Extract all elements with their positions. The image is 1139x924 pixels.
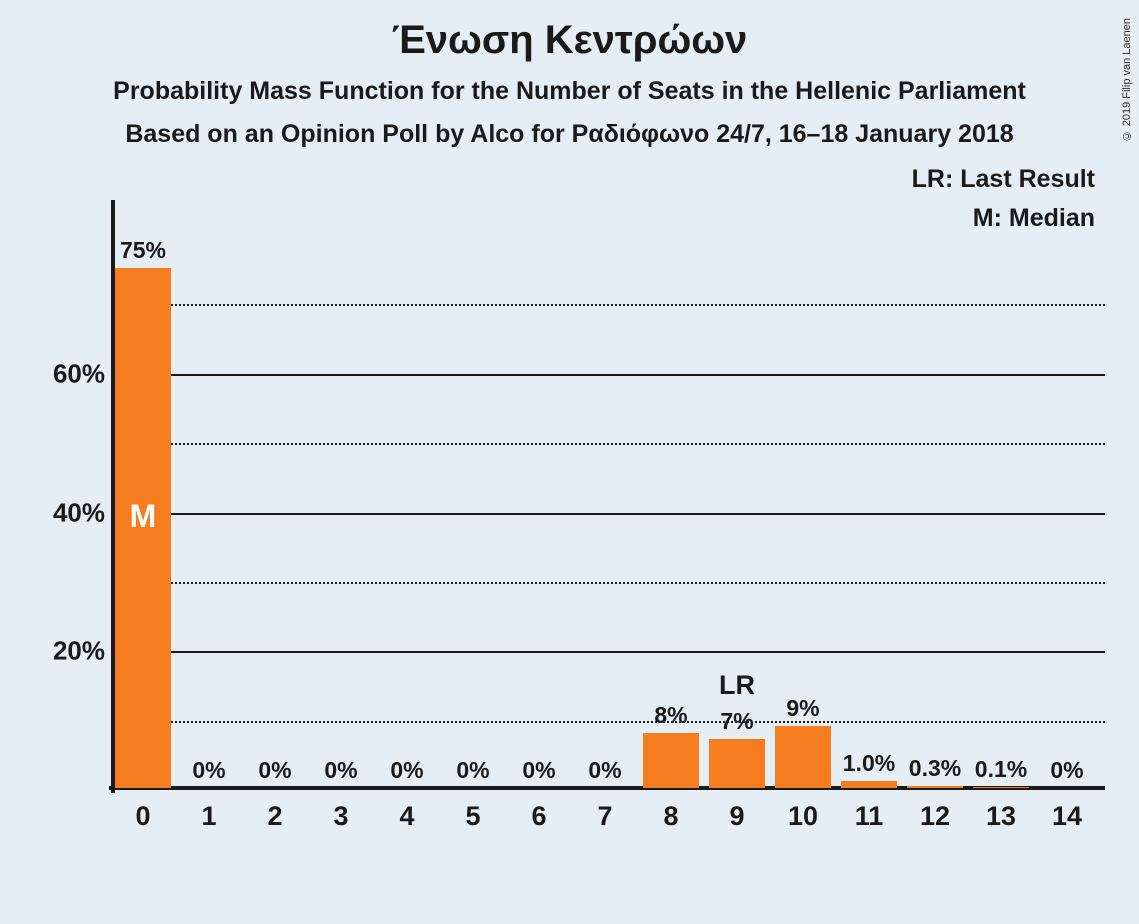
- bar-value-label: 7%: [702, 708, 772, 735]
- bar-value-label: 0%: [504, 757, 574, 784]
- x-tick-label: 4: [377, 801, 437, 832]
- bar-value-label: 0%: [1032, 757, 1102, 784]
- chart-subtitle-1: Probability Mass Function for the Number…: [0, 77, 1139, 106]
- x-tick-label: 9: [707, 801, 767, 832]
- x-tick-label: 12: [905, 801, 965, 832]
- x-tick-label: 13: [971, 801, 1031, 832]
- legend-lr: LR: Last Result: [912, 160, 1095, 199]
- bar-value-label: 0%: [438, 757, 508, 784]
- gridline-major: [115, 374, 1105, 376]
- bar-value-label: 0%: [570, 757, 640, 784]
- bar: [709, 739, 765, 788]
- x-tick-label: 0: [113, 801, 173, 832]
- bar-value-label: 0.3%: [900, 755, 970, 782]
- bar-value-label: 0%: [372, 757, 442, 784]
- bar-value-label: 0%: [240, 757, 310, 784]
- plot-region: 20%40%60%75%0M0%10%20%30%40%50%60%78%87%…: [115, 235, 1105, 790]
- gridline-minor: [115, 304, 1105, 306]
- chart-subtitle-2: Based on an Opinion Poll by Alco for Ραδ…: [0, 120, 1139, 149]
- x-tick-label: 1: [179, 801, 239, 832]
- bar-value-label: 0%: [174, 757, 244, 784]
- x-tick-label: 3: [311, 801, 371, 832]
- x-tick-label: 14: [1037, 801, 1097, 832]
- bar-value-label: 75%: [108, 237, 178, 264]
- gridline-minor: [115, 443, 1105, 445]
- gridline-major: [115, 651, 1105, 653]
- x-tick-label: 2: [245, 801, 305, 832]
- legend-m: M: Median: [912, 199, 1095, 238]
- title-block: Ένωση Κεντρώων Probability Mass Function…: [0, 0, 1139, 149]
- median-marker: M: [123, 498, 163, 535]
- bar: [643, 733, 699, 789]
- gridline-minor: [115, 721, 1105, 723]
- bar-value-label: 1.0%: [834, 750, 904, 777]
- copyright-text: © 2019 Filip van Laenen: [1121, 18, 1133, 141]
- x-tick-label: 11: [839, 801, 899, 832]
- chart-area: LR: Last Result M: Median 20%40%60%75%0M…: [115, 200, 1105, 830]
- bar: [775, 726, 831, 788]
- y-tick-label: 60%: [25, 358, 105, 389]
- gridline-minor: [115, 582, 1105, 584]
- y-tick-label: 20%: [25, 636, 105, 667]
- bar: [907, 786, 963, 788]
- bar: [973, 787, 1029, 788]
- bar: [841, 781, 897, 788]
- x-tick-label: 7: [575, 801, 635, 832]
- bar-value-label: 8%: [636, 702, 706, 729]
- bar-value-label: 0%: [306, 757, 376, 784]
- lr-marker: LR: [712, 670, 762, 701]
- legend: LR: Last Result M: Median: [912, 160, 1095, 238]
- gridline-major: [115, 513, 1105, 515]
- y-tick-label: 40%: [25, 497, 105, 528]
- chart-title: Ένωση Κεντρώων: [0, 18, 1139, 63]
- x-tick-label: 5: [443, 801, 503, 832]
- x-tick-label: 10: [773, 801, 833, 832]
- x-tick-label: 6: [509, 801, 569, 832]
- bar-value-label: 9%: [768, 695, 838, 722]
- bar-value-label: 0.1%: [966, 756, 1036, 783]
- x-tick-label: 8: [641, 801, 701, 832]
